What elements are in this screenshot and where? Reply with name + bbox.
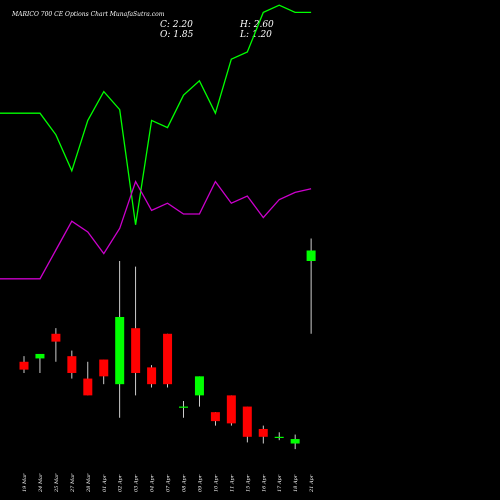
candle-body xyxy=(226,395,236,424)
candle-body xyxy=(131,328,141,373)
x-tick-label: 27 Mar xyxy=(70,473,76,493)
overlay-line-2 xyxy=(0,180,312,280)
x-tick-label: 10 Apr xyxy=(213,474,219,492)
ohlc-low: L: 1.20 xyxy=(239,30,272,40)
candle-body xyxy=(83,378,93,396)
candle-body xyxy=(67,356,77,373)
x-axis-ticks: 19 Mar 24 Mar 25 Mar 27 Mar 28 Mar 01 Apr 02 A… xyxy=(22,473,315,493)
candle xyxy=(194,376,204,407)
overlay-line-1 xyxy=(0,4,312,225)
candles xyxy=(19,238,316,450)
candle xyxy=(258,425,268,444)
x-tick-label: 01 Apr xyxy=(102,474,108,492)
candle xyxy=(99,359,109,385)
x-tick-label: 17 Apr xyxy=(277,474,283,492)
x-tick-label: 18 Apr xyxy=(293,474,299,492)
candle-body xyxy=(242,406,252,437)
candle xyxy=(226,395,236,426)
candle xyxy=(131,266,141,396)
candle xyxy=(35,353,45,373)
candle-body xyxy=(194,376,204,396)
candle-body xyxy=(290,439,300,444)
candle xyxy=(242,406,252,443)
candle xyxy=(163,333,173,388)
x-tick-label: 02 Apr xyxy=(118,474,124,492)
candle xyxy=(290,434,300,450)
candle-body xyxy=(258,428,268,437)
candle xyxy=(83,361,93,396)
chart-title: MARICO 700 CE Options Chart MunafaSutra.… xyxy=(11,11,165,18)
candle-body xyxy=(179,406,188,408)
x-tick-label: 09 Apr xyxy=(197,474,203,492)
candle xyxy=(67,350,77,379)
candle-body xyxy=(147,367,157,385)
candle-body xyxy=(163,333,173,385)
x-tick-label: 19 Mar xyxy=(22,473,28,492)
candle-body xyxy=(210,412,220,422)
candle xyxy=(147,365,157,388)
x-tick-label: 28 Mar xyxy=(86,473,92,493)
candle-body xyxy=(274,436,284,439)
candle xyxy=(274,432,284,441)
candle-body xyxy=(306,250,316,261)
candle-body xyxy=(51,333,61,342)
x-tick-label: 04 Apr xyxy=(150,474,156,492)
ohlc-high: H: 2.60 xyxy=(239,20,274,30)
candle xyxy=(210,412,220,426)
x-tick-label: 25 Mar xyxy=(54,473,60,493)
x-tick-label: 15 Apr xyxy=(245,474,251,492)
x-tick-label: 03 Apr xyxy=(134,474,140,492)
overlay-lines xyxy=(0,4,312,280)
x-tick-label: 16 Apr xyxy=(261,474,267,492)
candle xyxy=(179,400,188,418)
candle xyxy=(51,328,61,362)
x-tick-label: 07 Apr xyxy=(166,474,172,492)
candle xyxy=(19,356,29,373)
candle xyxy=(115,261,125,418)
x-tick-label: 21 Apr xyxy=(309,474,315,493)
x-tick-label: 24 Mar xyxy=(38,473,44,493)
ohlc-close: C: 2.20 xyxy=(160,20,193,30)
x-tick-label: 11 Apr xyxy=(229,474,235,492)
candle xyxy=(306,238,316,334)
candle-body xyxy=(19,361,29,370)
x-tick-label: 08 Apr xyxy=(182,474,188,492)
ohlc-open: O: 1.85 xyxy=(160,30,194,40)
candle-body xyxy=(99,359,109,377)
candle-body xyxy=(115,316,125,385)
candle-body xyxy=(35,353,45,359)
